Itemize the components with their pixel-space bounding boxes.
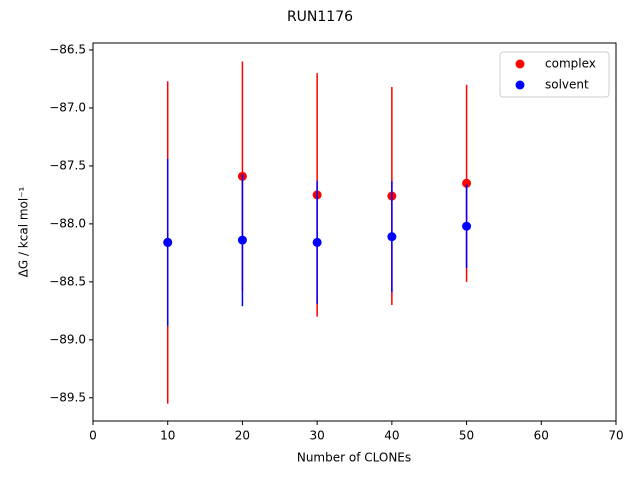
point — [312, 237, 322, 247]
point — [462, 178, 472, 188]
x-tick-label: 70 — [608, 429, 623, 443]
legend-label: complex — [545, 57, 596, 71]
point — [163, 237, 173, 247]
y-axis-label: ΔG / kcal mol⁻¹ — [17, 186, 31, 277]
legend-marker — [515, 80, 525, 90]
y-tick-label: −87.5 — [49, 158, 86, 172]
y-tick-label: −86.5 — [49, 42, 86, 56]
legend-label: solvent — [545, 78, 589, 92]
x-tick-label: 10 — [160, 429, 175, 443]
point — [462, 221, 472, 231]
y-tick-label: −88.5 — [49, 274, 86, 288]
x-tick-label: 30 — [310, 429, 325, 443]
point — [237, 235, 247, 245]
x-tick-label: 50 — [459, 429, 474, 443]
x-tick-label: 0 — [89, 429, 97, 443]
legend-box — [499, 51, 610, 98]
y-tick-label: −88.0 — [49, 216, 86, 230]
legend-marker — [515, 59, 525, 69]
chart-title: RUN1176 — [287, 9, 353, 25]
plot-frame — [92, 42, 617, 422]
x-tick-label: 60 — [534, 429, 549, 443]
y-tick-label: −89.0 — [49, 332, 86, 346]
x-tick-label: 20 — [235, 429, 250, 443]
x-axis-label: Number of CLONEs — [297, 451, 411, 465]
y-tick-label: −87.0 — [49, 100, 86, 114]
point — [387, 232, 397, 242]
x-tick-label: 40 — [384, 429, 399, 443]
y-tick-label: −89.5 — [49, 390, 86, 404]
